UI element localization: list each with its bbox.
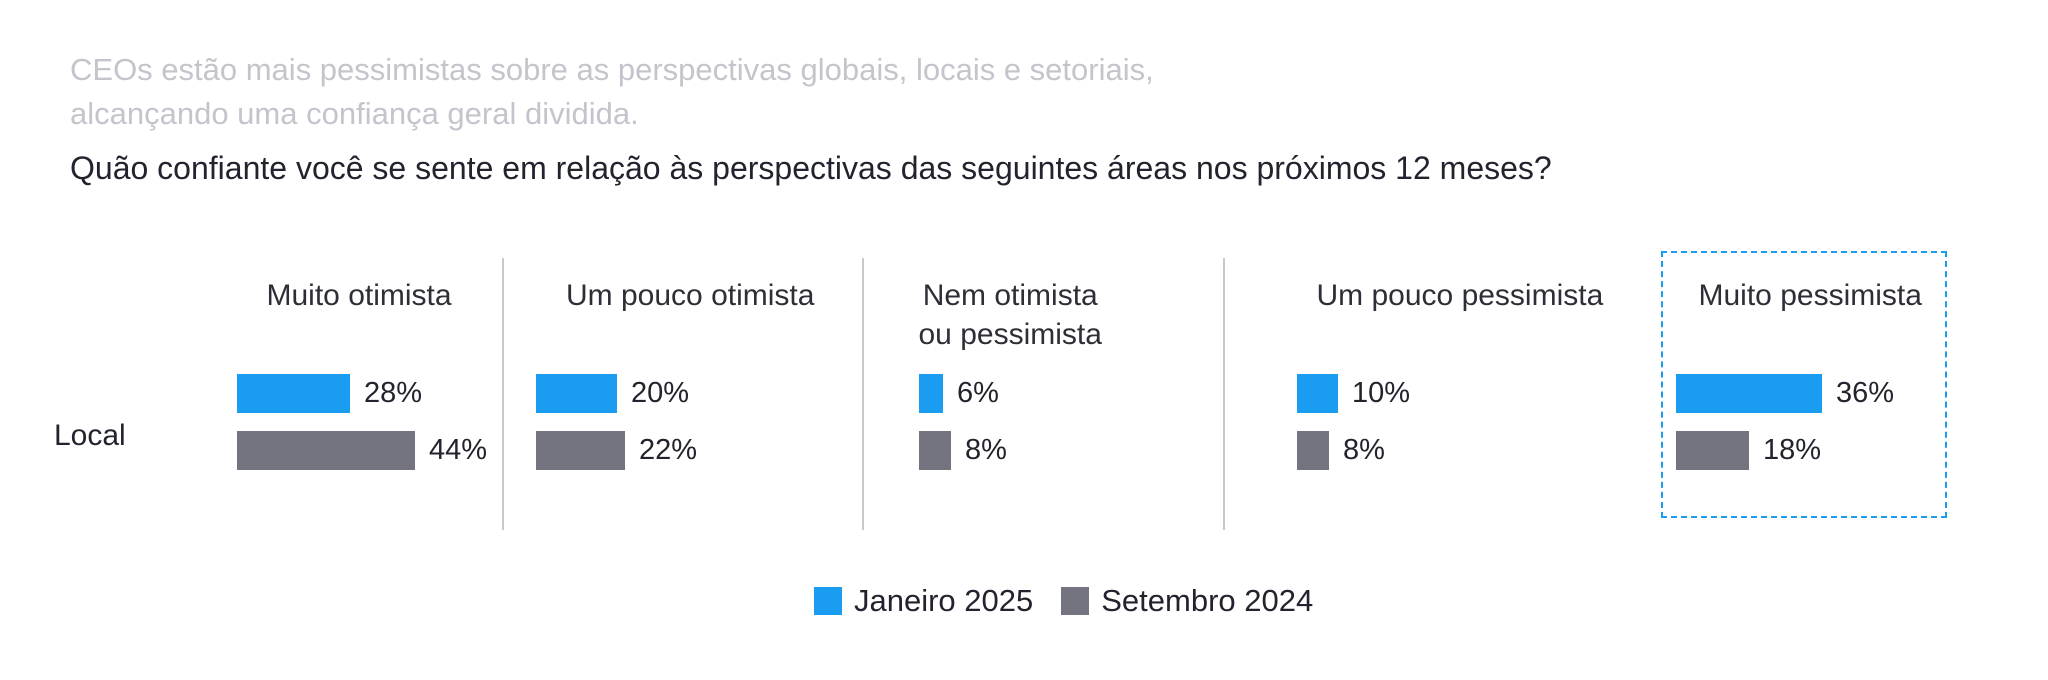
data-label-janeiro-2025-muito-otimista: 28%: [364, 377, 423, 409]
category-label-muito-pessimista: Muito pessimista: [1699, 276, 1922, 315]
category-label-um-pouco-pessimista: Um pouco pessimista: [1317, 276, 1604, 315]
bar-janeiro-2025-muito-otimista: [237, 374, 350, 413]
chart-title: Quão confiante você se sente em relação …: [70, 150, 1552, 186]
bar-janeiro-2025-nem-otimista-ou-pessimista: [919, 374, 943, 413]
chart-legend: Janeiro 2025 Setembro 2024: [814, 583, 1341, 619]
row-label-local: Local: [54, 419, 126, 452]
data-label-janeiro-2025-um-pouco-pessimista: 10%: [1352, 377, 1411, 409]
highlight-box-muito-pessimista: [1661, 251, 1947, 518]
data-label-setembro-2024-um-pouco-pessimista: 8%: [1343, 434, 1385, 466]
category-label-line: Muito otimista: [266, 279, 452, 312]
bar-janeiro-2025-um-pouco-otimista: [536, 374, 617, 413]
bar-setembro-2024-um-pouco-pessimista: [1297, 431, 1329, 470]
bar-setembro-2024-muito-otimista: [237, 431, 415, 470]
legend-label-setembro-2024: Setembro 2024: [1101, 583, 1314, 618]
category-label-um-pouco-otimista: Um pouco otimista: [566, 276, 814, 315]
data-label-setembro-2024-muito-otimista: 44%: [429, 434, 488, 466]
category-label-line: Muito pessimista: [1698, 279, 1922, 312]
category-label-line: Um pouco otimista: [566, 279, 815, 312]
column-divider: [862, 258, 864, 530]
data-label-setembro-2024-nem-otimista-ou-pessimista: 8%: [965, 434, 1007, 466]
bar-setembro-2024-muito-pessimista: [1676, 431, 1749, 470]
category-label-line: Um pouco pessimista: [1316, 279, 1604, 312]
subtitle-line-1: CEOs estão mais pessimistas sobre as per…: [70, 52, 1154, 87]
data-label-setembro-2024-um-pouco-otimista: 22%: [639, 434, 698, 466]
legend-item-setembro-2024: Setembro 2024: [1061, 583, 1313, 619]
column-divider: [1223, 258, 1225, 530]
bar-setembro-2024-nem-otimista-ou-pessimista: [919, 431, 951, 470]
category-label-nem-otimista-ou-pessimista: Nem otimista ou pessimista: [919, 276, 1102, 354]
bar-setembro-2024-um-pouco-otimista: [536, 431, 625, 470]
chart-subtitle: CEOs estão mais pessimistas sobre as per…: [70, 48, 1470, 136]
data-label-janeiro-2025-nem-otimista-ou-pessimista: 6%: [957, 377, 999, 409]
legend-swatch-janeiro-2025: [814, 587, 842, 615]
column-divider: [502, 258, 504, 530]
legend-swatch-setembro-2024: [1061, 587, 1090, 615]
data-label-janeiro-2025-muito-pessimista: 36%: [1836, 377, 1895, 409]
category-label-muito-otimista: Muito otimista: [267, 276, 452, 315]
subtitle-line-2: alcançando uma confiança geral dividida.: [70, 96, 639, 131]
bar-janeiro-2025-muito-pessimista: [1676, 374, 1822, 413]
legend-label-janeiro-2025: Janeiro 2025: [854, 583, 1034, 618]
category-label-line: ou pessimista: [918, 318, 1102, 351]
data-label-setembro-2024-muito-pessimista: 18%: [1763, 434, 1822, 466]
bar-janeiro-2025-um-pouco-pessimista: [1297, 374, 1338, 413]
legend-item-janeiro-2025: Janeiro 2025: [814, 583, 1033, 619]
category-label-line: Nem otimista: [922, 279, 1098, 312]
data-label-janeiro-2025-um-pouco-otimista: 20%: [631, 377, 690, 409]
